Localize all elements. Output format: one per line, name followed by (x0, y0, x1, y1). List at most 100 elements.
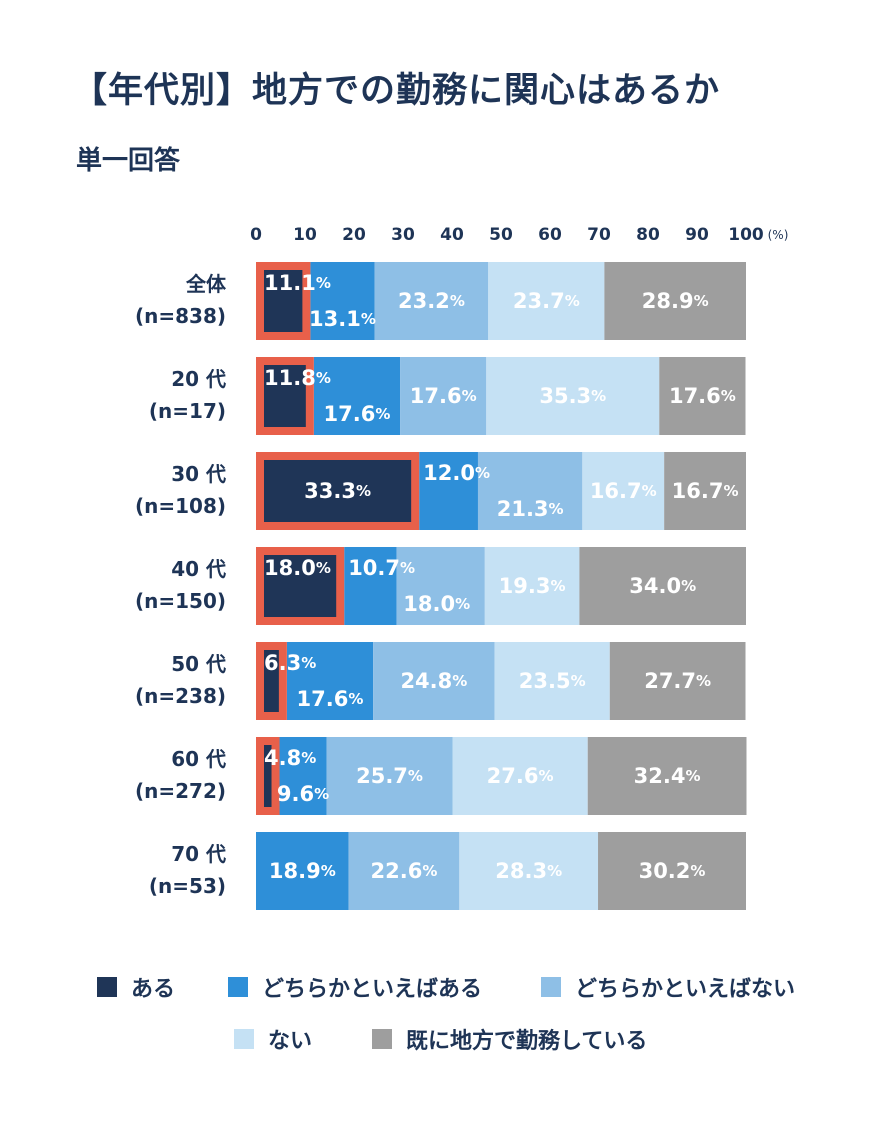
bar-value-label: 17.6% (324, 402, 391, 426)
bar-value-label: 23.2% (398, 289, 465, 313)
bar-value-label: 22.6% (371, 859, 438, 883)
x-tick-label: 10 (293, 225, 317, 245)
chart-title: 【年代別】地方での勤務に関心はあるか (72, 71, 721, 111)
bar-value-label: 27.6% (487, 764, 554, 788)
bar-value-label: 27.7% (644, 669, 711, 693)
legend-label-aru: ある (131, 977, 176, 1002)
bar-value-label: 19.3% (499, 574, 566, 598)
bar-value-label: 18.0% (264, 556, 331, 580)
bar-value-label: 33.3% (304, 479, 371, 503)
bar-segment-aru (264, 460, 412, 522)
bar-segment-aru (264, 650, 279, 712)
category-label: 60 代 (171, 747, 226, 771)
bar-segment (326, 737, 453, 815)
bar-value-label: 17.6% (410, 384, 477, 408)
category-n-label: (n=17) (149, 399, 226, 423)
bar-value-label: 21.3% (497, 497, 564, 521)
x-tick-label: 20 (342, 225, 366, 245)
chart-subtitle: 単一回答 (76, 146, 181, 176)
legend-label-sude: 既に地方で勤務している (406, 1029, 648, 1054)
bar-value-label: 16.7% (672, 479, 739, 503)
bar-value-label: 12.0% (423, 461, 490, 485)
bar-segment (604, 262, 746, 340)
bar-segment (486, 357, 660, 435)
bar-segment (579, 547, 746, 625)
bar-segment (452, 737, 588, 815)
category-n-label: (n=838) (135, 304, 226, 328)
category-label: 50 代 (171, 652, 226, 676)
bar-value-label: 17.6% (297, 687, 364, 711)
category-n-label: (n=108) (135, 494, 226, 518)
bar-segment (313, 357, 401, 435)
bar-value-label: 11.8% (264, 366, 331, 390)
bar-value-label: 4.8% (264, 746, 316, 770)
bar-segment-aru (264, 555, 337, 617)
bar-value-label: 9.6% (277, 782, 329, 806)
legend-item-sude: 既に地方で勤務している (372, 1023, 647, 1055)
bar-value-label: 35.3% (539, 384, 606, 408)
bar-segment (664, 452, 746, 530)
legend-swatch-aru (97, 977, 117, 997)
legend-swatch-dochiraka-aru (228, 977, 248, 997)
bar-segment (256, 832, 349, 910)
bar-segment (609, 642, 746, 720)
bar-value-label: 23.5% (519, 669, 586, 693)
bar-segment (598, 832, 746, 910)
category-label: 20 代 (171, 367, 226, 391)
legend-item-dochiraka-aru: どちらかといえばある (228, 971, 482, 1003)
bar-segment (374, 262, 489, 340)
bar-value-label: 6.3% (264, 651, 316, 675)
x-tick-label: 0 (250, 225, 262, 245)
x-tick-label: 90 (685, 225, 709, 245)
legend-label-dochiraka-nai: どちらかといえばない (575, 977, 796, 1002)
bar-value-label: 23.7% (513, 289, 580, 313)
x-tick-label: 80 (636, 225, 660, 245)
legend-swatch-sude (372, 1029, 392, 1049)
bar-segment-aru (264, 365, 306, 427)
legend-label-nai: ない (268, 1029, 313, 1054)
category-label: 全体 (185, 272, 227, 296)
bar-value-label: 18.0% (403, 592, 470, 616)
bar-value-label: 34.0% (629, 574, 696, 598)
x-tick-label: 40 (440, 225, 464, 245)
bar-segment (659, 357, 746, 435)
bar-value-label: 32.4% (634, 764, 701, 788)
legend-item-dochiraka-nai: どちらかといえばない (541, 971, 795, 1003)
bar-segment (396, 547, 485, 625)
bar-segment (459, 832, 599, 910)
category-n-label: (n=53) (149, 874, 226, 898)
legend-label-dochiraka-aru: どちらかといえばある (262, 977, 483, 1002)
stacked-bar-chart: 0 10 20 30 40 50 60 70 80 90 100 (%) 全体 (n=838) 11.1% 1… (135, 225, 789, 910)
x-tick-label: 100 (728, 225, 764, 245)
bar-segment (348, 832, 460, 910)
bar-segment (279, 737, 327, 815)
bar-segment (484, 547, 580, 625)
x-axis-unit: (%) (768, 228, 789, 242)
bar-value-label: 16.7% (590, 479, 657, 503)
bar-segment (286, 642, 374, 720)
category-label: 40 代 (171, 557, 226, 581)
bar-segment (494, 642, 610, 720)
bar-segment (344, 547, 397, 625)
bar-value-label: 28.9% (642, 289, 709, 313)
bar-value-label: 30.2% (639, 859, 706, 883)
category-label: 70 代 (171, 842, 226, 866)
bar-value-label: 24.8% (400, 669, 467, 693)
bar-segment (582, 452, 665, 530)
bar-value-label: 18.9% (269, 859, 336, 883)
x-tick-label: 60 (538, 225, 562, 245)
bar-value-label: 11.1% (264, 271, 331, 295)
bar-value-label: 10.7% (348, 556, 415, 580)
bar-value-label: 17.6% (669, 384, 736, 408)
legend-item-aru: ある (97, 971, 175, 1003)
legend-item-nai: ない (234, 1023, 312, 1055)
bar-segment-aru (264, 270, 303, 332)
bar-segment-aru (264, 745, 272, 807)
category-n-label: (n=150) (135, 589, 226, 613)
bar-segment (477, 452, 583, 530)
legend-swatch-dochiraka-nai (541, 977, 561, 997)
bar-segment (419, 452, 478, 530)
bar-segment (400, 357, 487, 435)
category-n-label: (n=238) (135, 684, 226, 708)
bar-segment (373, 642, 495, 720)
